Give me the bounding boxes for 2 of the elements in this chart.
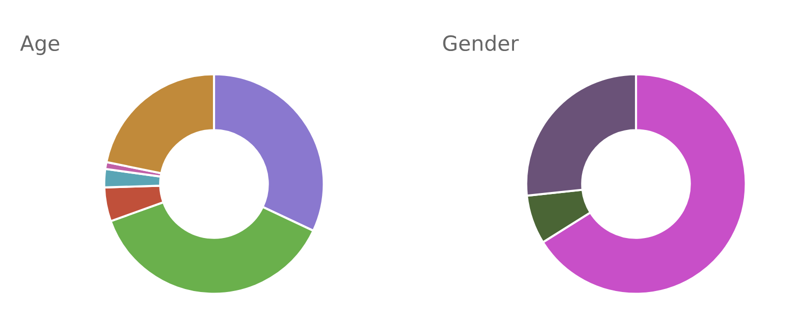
chart-title: Gender [443,34,519,52]
chart-title: Age [20,36,60,56]
